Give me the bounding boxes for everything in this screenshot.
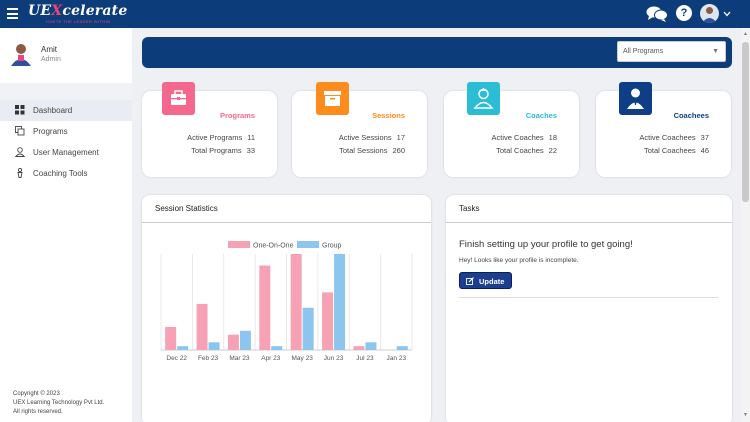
- tasks-panel: Tasks Finish setting up your profile to …: [446, 195, 732, 422]
- legend-swatch: [297, 241, 319, 248]
- copyright: Copyright © 2023 UEX Learning Technology…: [13, 391, 105, 415]
- x-tick-label: May 23: [292, 355, 314, 362]
- card-title: Coaches: [525, 111, 557, 120]
- task-divider: [459, 297, 718, 298]
- panel-divider: [142, 222, 431, 223]
- program-select[interactable]: All Programs ▼: [617, 41, 726, 62]
- user-icon: [15, 147, 25, 157]
- user-profile: Amit Admin: [0, 28, 132, 83]
- task-subtext: Hey! Looks like your profile is incomple…: [459, 257, 579, 264]
- card-row: Active Coaches 18: [491, 133, 557, 142]
- card-row: Total Coaches 22: [496, 146, 557, 155]
- legend-label: One-On-One: [253, 243, 294, 250]
- chevron-down-icon[interactable]: [723, 11, 731, 17]
- bar-group-jun-23: [334, 254, 346, 350]
- dropdown-arrow-icon: ▼: [712, 48, 719, 55]
- scroll-down-icon[interactable]: ▼: [743, 412, 748, 418]
- bar-one-on-one-mar-23: [227, 334, 239, 350]
- profile-avatar: [11, 44, 31, 66]
- archive-box-icon: [316, 82, 349, 115]
- coaches-card: Coaches Active Coaches 18 Total Coaches 22: [444, 82, 579, 177]
- bar-group-may-23: [302, 307, 314, 350]
- bar-one-on-one-dec-22: [165, 326, 177, 350]
- card-title: Sessions: [372, 111, 405, 120]
- card-row: Total Programs 33: [191, 146, 255, 155]
- panel-title: Session Statistics: [155, 204, 218, 213]
- programs-card: Programs Active Programs 11 Total Program…: [142, 82, 277, 177]
- edit-icon: [466, 277, 474, 285]
- sidebar-nav: Dashboard Programs User Management Coach…: [0, 100, 132, 184]
- card-row: Active Sessions 17: [338, 133, 405, 142]
- sidebar-item-label: Coaching Tools: [33, 169, 88, 178]
- bar-group-jan-23: [396, 346, 408, 350]
- panel-title: Tasks: [459, 204, 480, 213]
- x-tick-label: Feb 23: [198, 355, 219, 362]
- card-title: Coachees: [673, 111, 709, 120]
- card-title: Programs: [219, 111, 255, 120]
- sidebar-item-label: Programs: [33, 127, 68, 136]
- card-row: Total Sessions 260: [339, 146, 405, 155]
- sidebar: Amit Admin Dashboard Programs User Manag…: [0, 28, 132, 422]
- briefcase-icon: [162, 82, 195, 115]
- coachees-card: Coachees Active Coachees 37 Total Coachee…: [596, 82, 731, 177]
- card-row: Active Programs 11: [187, 133, 255, 142]
- sidebar-item-dashboard[interactable]: Dashboard: [0, 100, 132, 121]
- coachee-icon: [619, 82, 652, 115]
- card-row: Total Coachees 46: [643, 146, 709, 155]
- programs-icon: [15, 126, 25, 136]
- scroll-up-icon[interactable]: ▲: [743, 31, 748, 37]
- session-chart: One-On-One Group Dec 22 Feb 23 Mar 23 Apr 23 M…: [160, 241, 413, 362]
- user-name: Amit: [41, 45, 57, 54]
- program-select-value: All Programs: [623, 48, 664, 55]
- tools-icon: [17, 168, 23, 178]
- bar-group-dec-22: [177, 346, 189, 350]
- x-tick-label: Jul 23: [356, 355, 374, 362]
- legend-label: Group: [322, 243, 342, 250]
- x-tick-label: Dec 22: [166, 355, 187, 362]
- sidebar-item-label: Dashboard: [33, 106, 73, 115]
- dashboard-icon: [15, 105, 25, 115]
- bar-one-on-one-feb-23: [196, 303, 208, 350]
- scrollbar-thumb[interactable]: [742, 42, 749, 202]
- bar-group-jul-23: [365, 342, 377, 350]
- bar-one-on-one-jun-23: [322, 292, 334, 350]
- sidebar-item-coaching-tools[interactable]: Coaching Tools: [0, 163, 132, 184]
- help-icon[interactable]: ?: [676, 5, 692, 21]
- bar-group-feb-23: [208, 342, 220, 350]
- app-logo[interactable]: UEXcelerate IGNITE THE LEADER WITHIN: [28, 3, 128, 24]
- sidebar-item-programs[interactable]: Programs: [0, 121, 132, 142]
- card-row: Active Coachees 37: [639, 133, 709, 142]
- sidebar-spacer: [0, 83, 132, 100]
- session-statistics-panel: Session Statistics One-On-One Group Dec 22…: [142, 195, 431, 422]
- user-avatar[interactable]: [700, 4, 719, 23]
- bar-one-on-one-jul-23: [353, 346, 365, 350]
- chat-icon[interactable]: [646, 5, 668, 23]
- x-tick-label: Apr 23: [261, 355, 281, 362]
- legend-swatch: [228, 241, 250, 248]
- bar-one-on-one-apr-23: [259, 265, 271, 350]
- sessions-card: Sessions Active Sessions 17 Total Session…: [292, 82, 427, 177]
- top-navbar: UEXcelerate IGNITE THE LEADER WITHIN ?: [0, 0, 750, 28]
- task-heading: Finish setting up your profile to get go…: [459, 239, 633, 250]
- x-tick-label: Mar 23: [229, 355, 250, 362]
- page-scrollbar[interactable]: ▲ ▼: [741, 28, 750, 422]
- bar-group-mar-23: [239, 330, 251, 350]
- user-role: Admin: [41, 56, 61, 63]
- x-tick-label: Jan 23: [387, 355, 407, 362]
- menu-icon[interactable]: [7, 8, 18, 19]
- coach-icon: [467, 82, 500, 115]
- x-tick-label: Jun 23: [324, 355, 344, 362]
- bar-one-on-one-may-23: [290, 254, 302, 350]
- bar-group-apr-23: [271, 346, 283, 350]
- update-profile-button[interactable]: Update: [459, 272, 512, 289]
- sidebar-item-user-management[interactable]: User Management: [0, 142, 132, 163]
- panel-divider: [446, 222, 732, 223]
- sidebar-item-label: User Management: [33, 148, 99, 157]
